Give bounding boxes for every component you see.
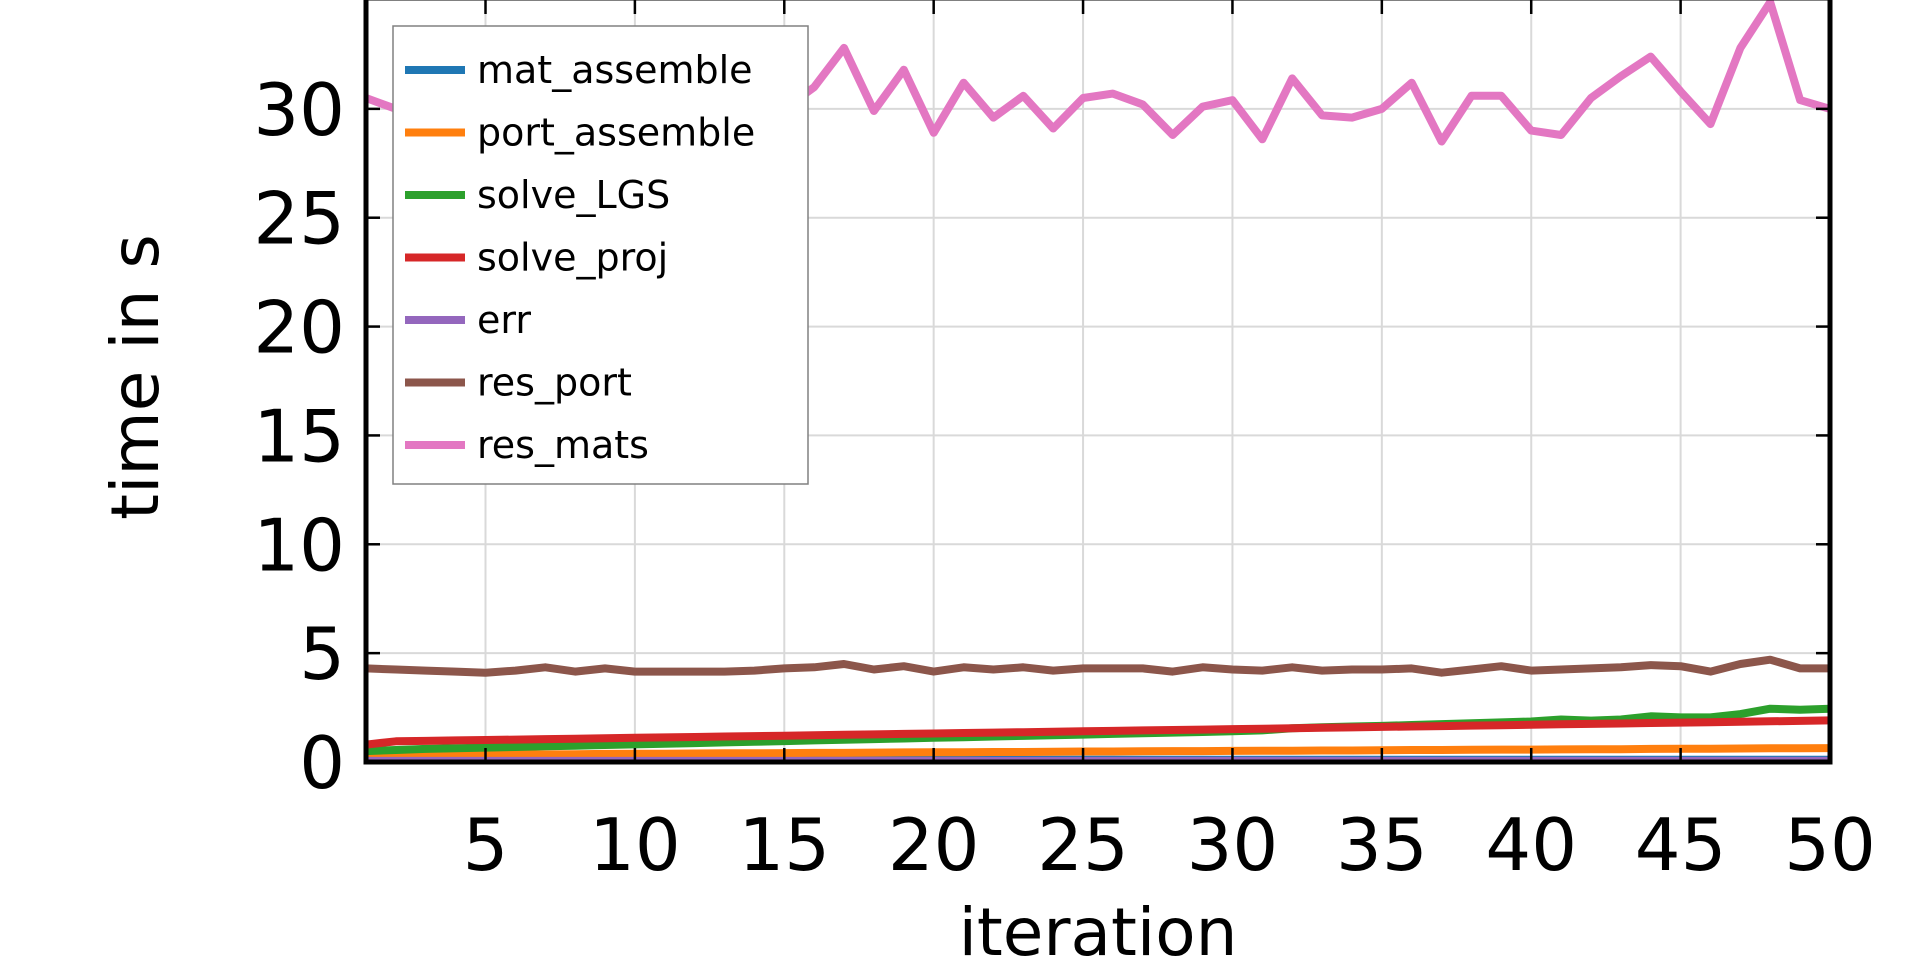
x-tick-label: 45 (1635, 803, 1727, 887)
y-tick-label: 20 (253, 286, 345, 370)
y-tick-label: 5 (299, 612, 345, 696)
legend-label: solve_LGS (477, 173, 670, 217)
ticks (366, 0, 1832, 764)
y-tick-label: 10 (253, 503, 345, 587)
x-tick-label: 20 (888, 803, 980, 887)
series-line-res-port (366, 655, 1830, 677)
x-tick-label: 5 (463, 803, 509, 887)
series-line-port-assemble (366, 744, 1830, 760)
y-tick-label: 30 (253, 68, 345, 152)
x-axis-title: iteration (959, 894, 1238, 960)
x-tick-label: 10 (589, 803, 681, 887)
y-tick-label: 0 (299, 721, 345, 805)
legend-label: res_mats (477, 423, 649, 467)
x-tick-label: 15 (738, 803, 830, 887)
legend-label: port_assemble (477, 111, 755, 155)
legend-label: solve_proj (477, 236, 668, 280)
x-tick-label: 35 (1336, 803, 1428, 887)
legend: mat_assemble port_assemble solve_LGS solve_… (392, 25, 809, 485)
series-line-solve-proj (366, 716, 1830, 749)
x-tick-label: 50 (1784, 803, 1876, 887)
x-tick-label: 30 (1187, 803, 1279, 887)
tick-labels: 5 10 15 20 25 30 35 40 45 50 0 5 10 15 20 25 30 (253, 68, 1875, 887)
legend-label: err (477, 298, 531, 342)
y-axis-title: time in s (97, 234, 174, 520)
x-tick-label: 40 (1485, 803, 1577, 887)
plot-frame (363, 0, 1833, 765)
y-tick-label: 25 (253, 177, 345, 261)
x-tick-label: 25 (1037, 803, 1129, 887)
legend-label: mat_assemble (477, 48, 753, 92)
y-tick-label: 15 (253, 394, 345, 478)
legend-label: res_port (477, 361, 632, 405)
